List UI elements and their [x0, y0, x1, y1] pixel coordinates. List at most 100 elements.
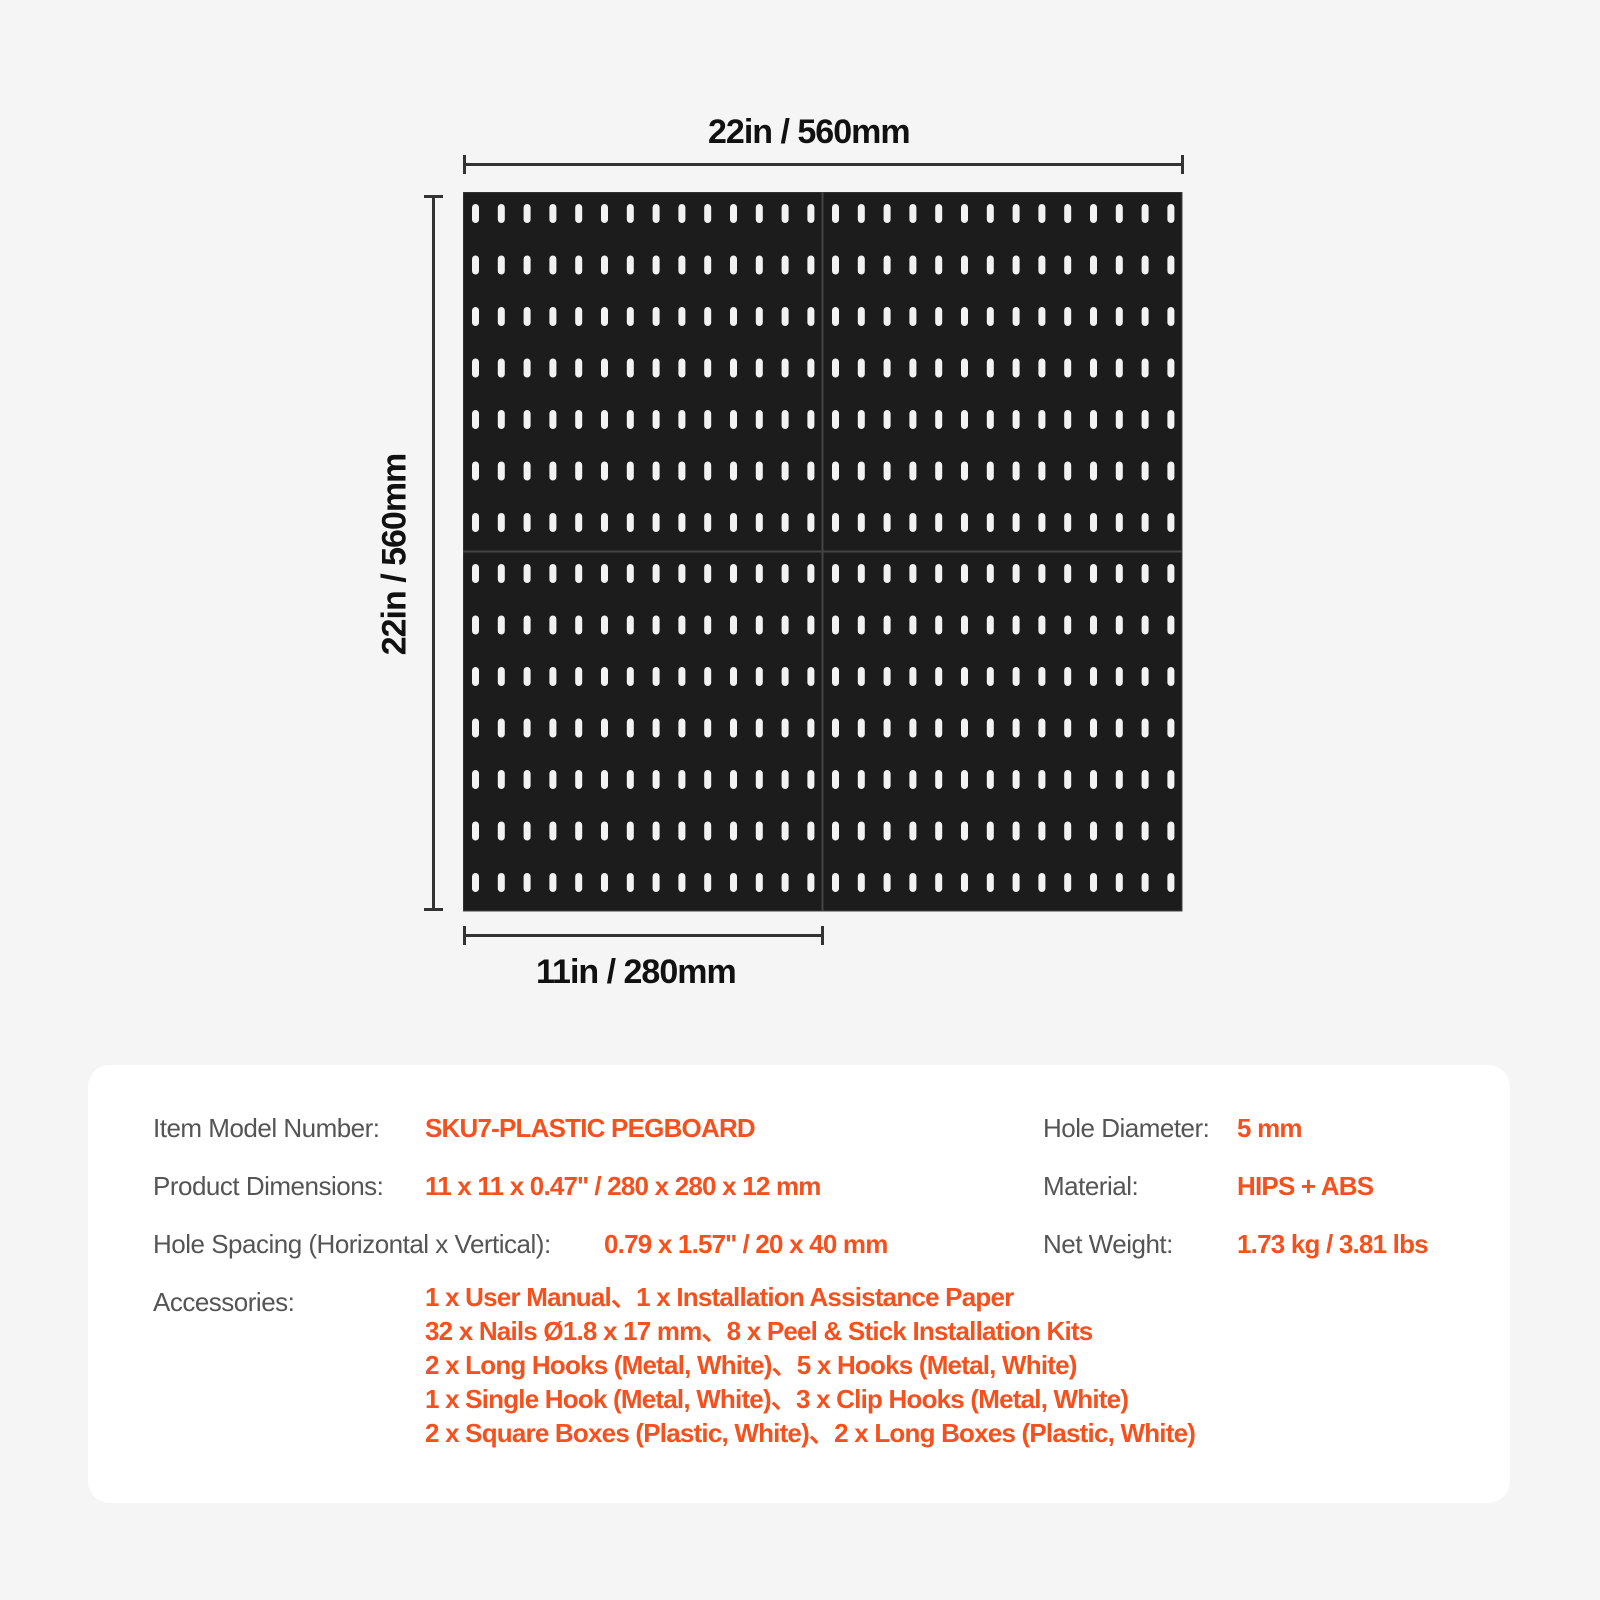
peg-hole	[961, 461, 968, 481]
peg-hole	[883, 461, 891, 481]
material-label: Material:	[1043, 1171, 1139, 1201]
peg-hole	[1012, 770, 1020, 789]
width-tick-left	[463, 155, 466, 174]
peg-hole	[678, 204, 686, 223]
peg-hole	[832, 821, 839, 841]
peg-hole	[601, 615, 608, 635]
peg-hole	[704, 615, 712, 635]
peg-hole	[575, 461, 583, 481]
peg-hole	[807, 358, 815, 378]
peg-hole	[781, 255, 789, 275]
peg-hole	[781, 204, 789, 223]
peg-hole	[807, 461, 815, 481]
peg-hole	[1012, 564, 1020, 583]
peg-hole	[523, 615, 531, 635]
peg-hole	[1064, 564, 1072, 583]
peg-hole	[626, 410, 634, 429]
peg-hole	[730, 718, 737, 738]
peg-hole	[986, 821, 994, 841]
peg-hole	[1090, 204, 1097, 223]
peg-hole	[961, 615, 968, 635]
peg-hole	[678, 667, 686, 686]
peg-hole	[575, 564, 583, 583]
peg-hole	[601, 821, 608, 841]
peg-hole	[909, 821, 917, 841]
peg-hole	[497, 204, 505, 223]
peg-hole	[961, 204, 968, 223]
peg-hole	[652, 564, 660, 583]
peg-hole	[857, 873, 865, 892]
peg-hole	[1141, 410, 1149, 429]
peg-hole	[601, 513, 608, 532]
peg-hole	[1141, 461, 1149, 481]
peg-hole	[652, 410, 660, 429]
peg-hole	[730, 204, 737, 223]
peg-hole	[678, 821, 686, 841]
panel-width-tick-left	[463, 926, 466, 945]
peg-hole	[1038, 255, 1046, 275]
peg-hole	[472, 615, 479, 635]
peg-hole	[986, 204, 994, 223]
peg-hole	[1115, 358, 1123, 378]
peg-hole	[986, 873, 994, 892]
peg-hole	[1167, 821, 1175, 841]
peg-hole	[549, 255, 557, 275]
peg-hole	[909, 564, 917, 583]
peg-hole	[1012, 615, 1020, 635]
peg-hole	[807, 615, 815, 635]
peg-hole	[1064, 718, 1072, 738]
peg-hole	[1141, 564, 1149, 583]
dimensions-value: 11 x 11 x 0.47'' / 280 x 280 x 12 mm	[425, 1171, 821, 1201]
peg-hole	[1038, 667, 1046, 686]
peg-hole	[1141, 513, 1149, 532]
peg-hole	[472, 564, 479, 583]
peg-hole	[497, 461, 505, 481]
peg-hole	[909, 667, 917, 686]
peg-hole	[523, 821, 531, 841]
peg-hole	[1038, 770, 1046, 789]
peg-hole	[909, 255, 917, 275]
peg-hole	[575, 410, 583, 429]
peg-hole	[652, 718, 660, 738]
peg-hole	[1090, 255, 1097, 275]
peg-hole	[1090, 461, 1097, 481]
peg-hole	[1141, 204, 1149, 223]
peg-hole	[626, 255, 634, 275]
peg-hole	[909, 307, 917, 326]
peg-hole	[1090, 615, 1097, 635]
peg-hole	[601, 410, 608, 429]
peg-hole	[1115, 718, 1123, 738]
accessory-item: 32 x Nails Ø1.8 x 17 mm、8 x Peel & Stick…	[425, 1316, 1093, 1346]
peg-hole	[1064, 513, 1072, 532]
peg-hole	[549, 615, 557, 635]
peg-hole	[601, 307, 608, 326]
peg-hole	[575, 718, 583, 738]
peg-hole	[652, 461, 660, 481]
accessories-label: Accessories:	[153, 1287, 295, 1317]
total-width-label: 22in / 560mm	[708, 113, 911, 151]
peg-hole	[1038, 307, 1046, 326]
peg-hole	[807, 410, 815, 429]
peg-hole	[678, 564, 686, 583]
peg-hole	[755, 667, 763, 686]
peg-hole	[935, 564, 943, 583]
peg-hole	[1090, 770, 1097, 789]
peg-hole	[1012, 204, 1020, 223]
peg-hole	[781, 307, 789, 326]
peg-hole	[497, 358, 505, 378]
peg-hole	[935, 821, 943, 841]
peg-hole	[575, 513, 583, 532]
peg-hole	[1115, 204, 1123, 223]
peg-hole	[1012, 821, 1020, 841]
peg-hole	[857, 255, 865, 275]
peg-hole	[1038, 615, 1046, 635]
peg-hole	[832, 513, 839, 532]
peg-hole	[961, 718, 968, 738]
peg-hole	[497, 564, 505, 583]
peg-hole	[807, 255, 815, 275]
peg-hole	[935, 667, 943, 686]
peg-hole	[730, 770, 737, 789]
peg-hole	[626, 770, 634, 789]
peg-hole	[986, 564, 994, 583]
peg-hole	[472, 873, 479, 892]
